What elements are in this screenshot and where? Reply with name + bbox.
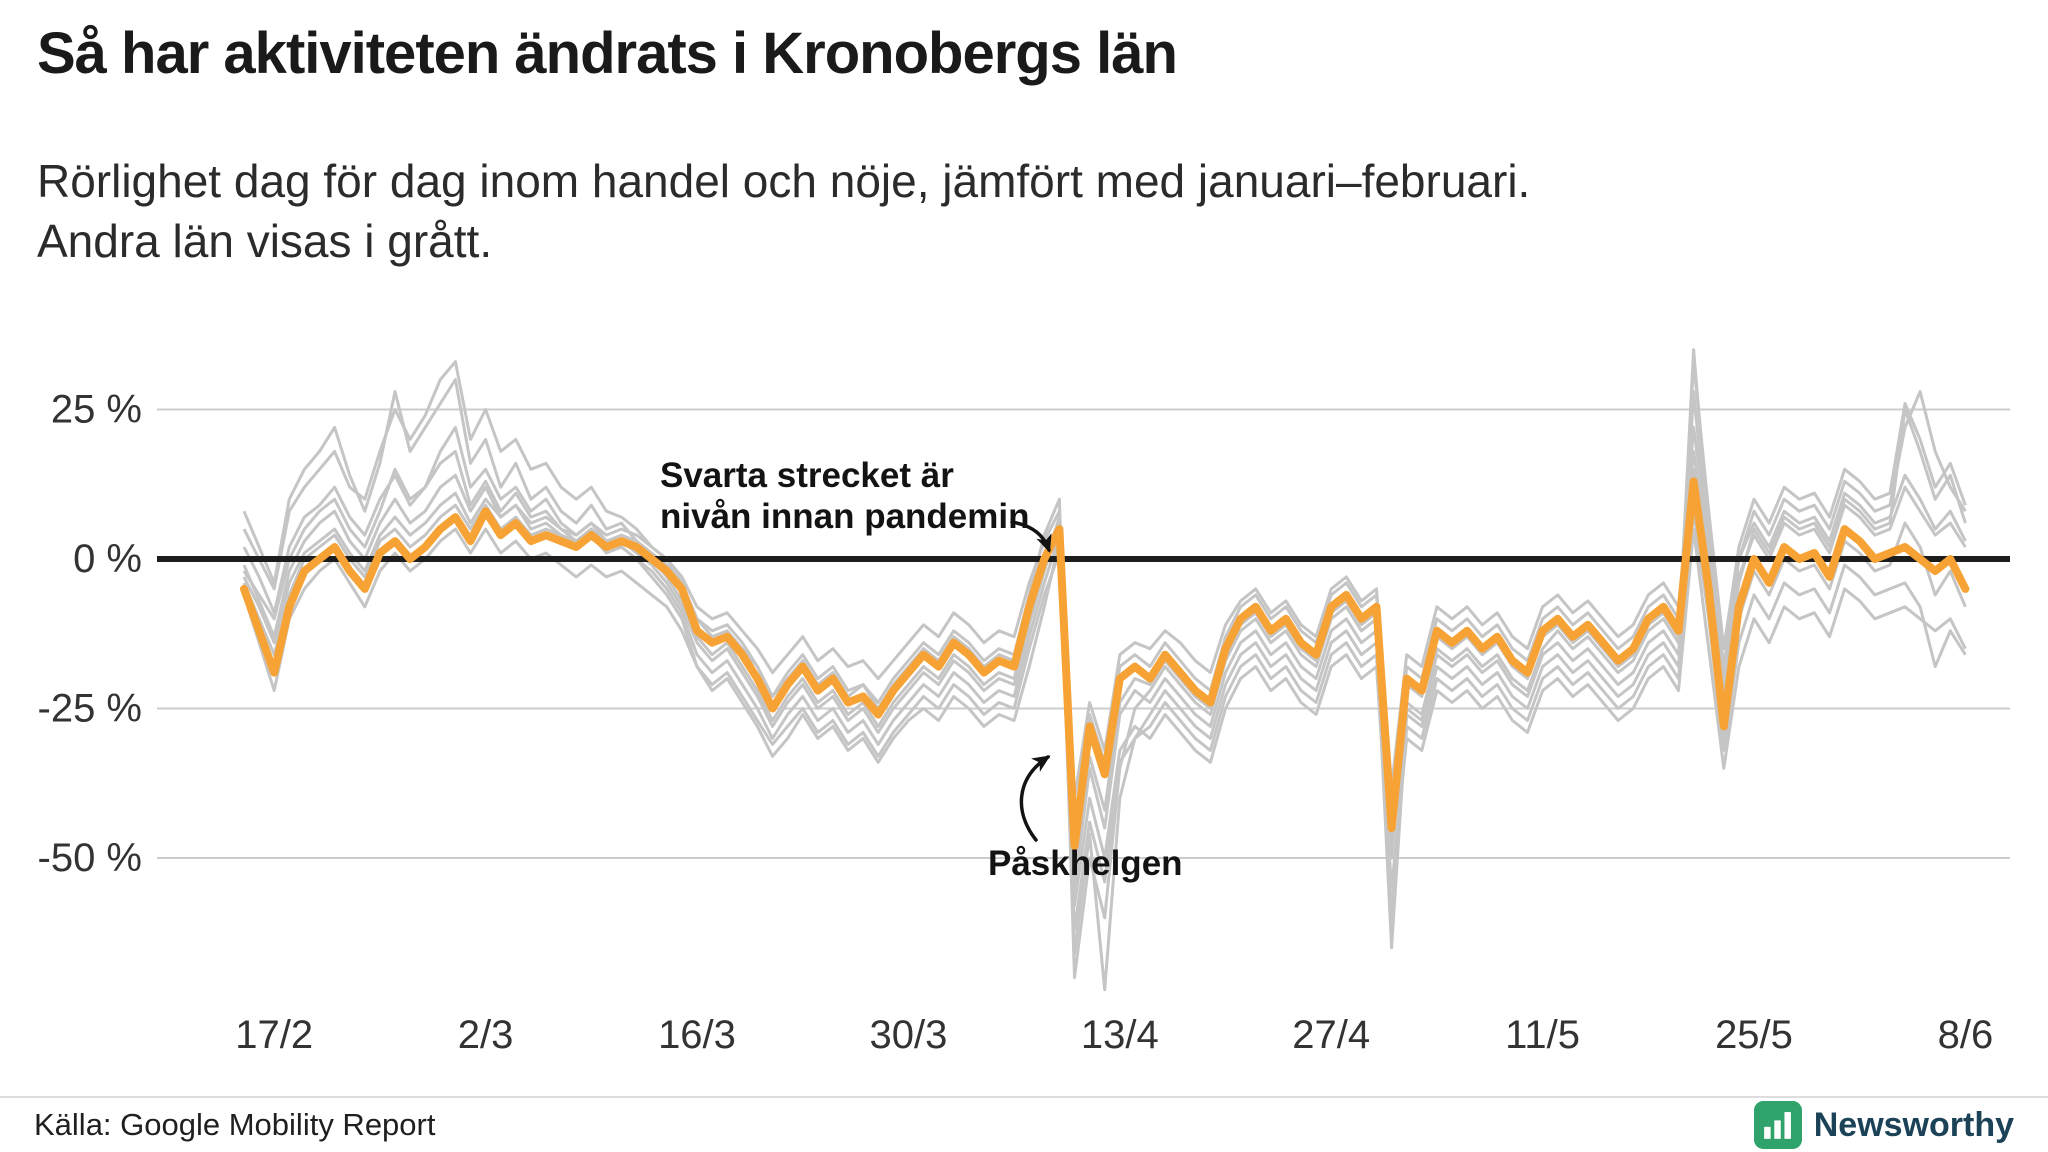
- x-axis-label: 11/5: [1505, 1013, 1580, 1057]
- annotation-arrow-easter: [1019, 755, 1051, 842]
- axis-labels: 25 % 0 % -25 % -50 % 17/2 2/3 16/3 30/3 13/4 27/4…: [38, 388, 1994, 1058]
- y-axis-label: 25 %: [51, 388, 142, 432]
- y-axis-label: -25 %: [38, 687, 143, 731]
- y-axis-label: 0 %: [73, 537, 142, 581]
- county-line: [242, 425, 1967, 908]
- newsworthy-icon: [1753, 1101, 1802, 1149]
- x-axis-label: 30/3: [869, 1013, 947, 1057]
- y-axis-label: -50 %: [38, 836, 143, 880]
- x-axis-label: 25/5: [1715, 1013, 1793, 1057]
- x-axis-label: 13/4: [1081, 1013, 1159, 1057]
- annotation-easter: Påskhelgen: [988, 844, 1183, 883]
- newsworthy-wordmark: Newsworthy: [1813, 1105, 2014, 1144]
- other-counties-lines: [242, 348, 1967, 992]
- x-axis-label: 27/4: [1292, 1013, 1370, 1057]
- footer: Källa: Google Mobility Report Newsworthy: [0, 1096, 2048, 1152]
- newsworthy-logo[interactable]: Newsworthy: [1753, 1101, 2014, 1149]
- x-axis-label: 8/6: [1938, 1013, 1994, 1057]
- x-axis-label: 2/3: [458, 1013, 514, 1057]
- county-line: [242, 360, 1967, 872]
- annotation-black-line: Svarta strecket är nivån innan pandemin: [660, 456, 1030, 537]
- chart-title: Så har aktiviteten ändrats i Kronobergs …: [37, 21, 1178, 86]
- kronoberg-line: [240, 477, 1970, 850]
- source-credit: Källa: Google Mobility Report: [34, 1107, 436, 1142]
- x-axis-label: 17/2: [235, 1013, 313, 1057]
- annotation-arrow-zero-line: [1010, 520, 1052, 553]
- kronoberg-line-group: [240, 477, 1970, 850]
- x-axis-label: 16/3: [658, 1013, 736, 1057]
- chart-subtitle: Rörlighet dag för dag inom handel och nö…: [37, 155, 1531, 267]
- county-line: [242, 467, 1967, 992]
